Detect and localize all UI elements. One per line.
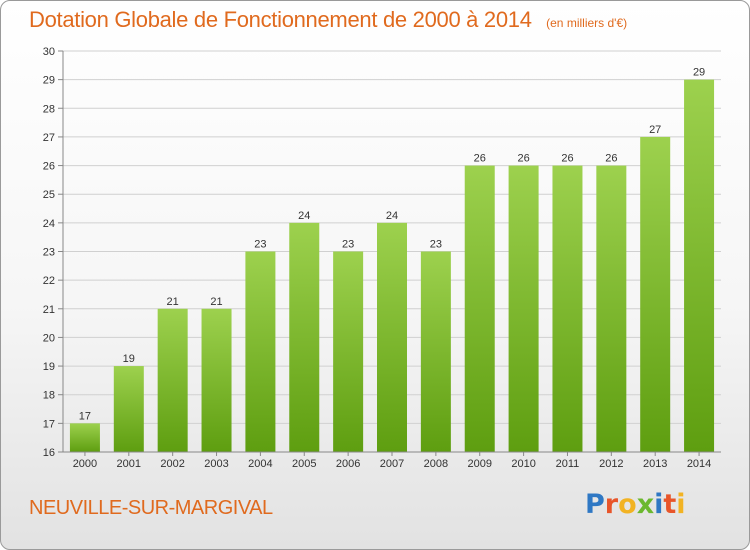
data-label: 23: [430, 239, 442, 251]
data-label: 26: [605, 153, 617, 165]
data-label: 17: [79, 410, 91, 422]
y-tick-label: 29: [43, 75, 55, 87]
logo-letter: i: [654, 489, 664, 520]
x-tick-label: 2000: [73, 458, 97, 470]
bar: [377, 222, 407, 452]
x-tick-label: 2008: [424, 458, 448, 470]
y-tick-label: 16: [43, 447, 55, 459]
x-tick-label: 2005: [292, 458, 316, 470]
data-label: 29: [693, 67, 705, 79]
data-label: 23: [254, 239, 266, 251]
data-label: 21: [167, 296, 179, 308]
axes: 16 17 18 19 20 21 22 23 24 25 26 27 28 29 30 2000 2001 20…: [43, 46, 721, 470]
y-tick-label: 24: [43, 218, 55, 230]
x-tick-label: 2002: [160, 458, 184, 470]
logo-letter: t: [663, 489, 677, 520]
bar: [420, 251, 451, 452]
commune-name: NEUVILLE-SUR-MARGIVAL: [29, 497, 273, 519]
bars: [69, 79, 715, 453]
logo-letter: r: [604, 489, 619, 520]
y-tick-label: 28: [43, 103, 55, 115]
x-tick-label: 2006: [336, 458, 360, 470]
bar: [245, 251, 276, 452]
bar: [289, 222, 320, 452]
bar: [333, 251, 364, 452]
y-tick-label: 21: [43, 304, 55, 316]
data-label: 21: [210, 296, 222, 308]
x-tick-label: 2001: [117, 458, 141, 470]
bar: [640, 136, 671, 452]
x-tick-label: 2013: [643, 458, 667, 470]
y-tick-label: 18: [43, 390, 55, 402]
bar: [113, 366, 144, 452]
y-tick-label: 25: [43, 189, 55, 201]
y-tick-label: 27: [43, 132, 55, 144]
bar: [552, 165, 583, 453]
data-label: 26: [517, 153, 529, 165]
bar: [69, 423, 100, 452]
data-label: 23: [342, 239, 354, 251]
data-label: 24: [298, 210, 310, 222]
data-labels: 17 19 21 21 23 24 23 24 23 26 26 26 26 27 29: [79, 67, 705, 423]
chart-title: Dotation Globale de Fonctionnement de 20…: [29, 7, 532, 32]
y-tick-label: 26: [43, 161, 55, 173]
y-tick-label: 19: [43, 361, 55, 373]
x-tick-label: 2010: [511, 458, 535, 470]
y-tick-label: 30: [43, 46, 55, 58]
logo-letter: x: [636, 489, 655, 520]
x-tick-label: 2004: [248, 458, 272, 470]
y-tick-label: 23: [43, 247, 55, 259]
data-label: 26: [561, 153, 573, 165]
bar: [464, 165, 495, 453]
logo-letter: i: [676, 489, 686, 520]
bar: [596, 165, 627, 453]
y-tick-label: 22: [43, 275, 55, 287]
data-label: 24: [386, 210, 398, 222]
y-tick-label: 20: [43, 332, 55, 344]
logo-letter: P: [585, 489, 605, 520]
bar: [201, 308, 232, 452]
title-row: Dotation Globale de Fonctionnement de 20…: [29, 7, 627, 33]
data-label: 19: [123, 353, 135, 365]
x-tick-label: 2012: [599, 458, 623, 470]
x-tick-label: 2007: [380, 458, 404, 470]
chart-subtitle: (en milliers d'€): [546, 16, 628, 30]
x-tick-label: 2014: [687, 458, 711, 470]
bar: [684, 79, 715, 453]
x-tick-label: 2003: [204, 458, 228, 470]
y-tick-label: 17: [43, 418, 55, 430]
data-label: 27: [649, 124, 661, 136]
data-label: 26: [474, 153, 486, 165]
x-tick-label: 2011: [556, 458, 580, 470]
bar: [157, 308, 188, 452]
x-tick-label: 2009: [467, 458, 491, 470]
bar: [508, 165, 539, 453]
proxiti-logo[interactable]: Proxiti: [585, 489, 686, 520]
logo-letter: o: [618, 489, 637, 520]
